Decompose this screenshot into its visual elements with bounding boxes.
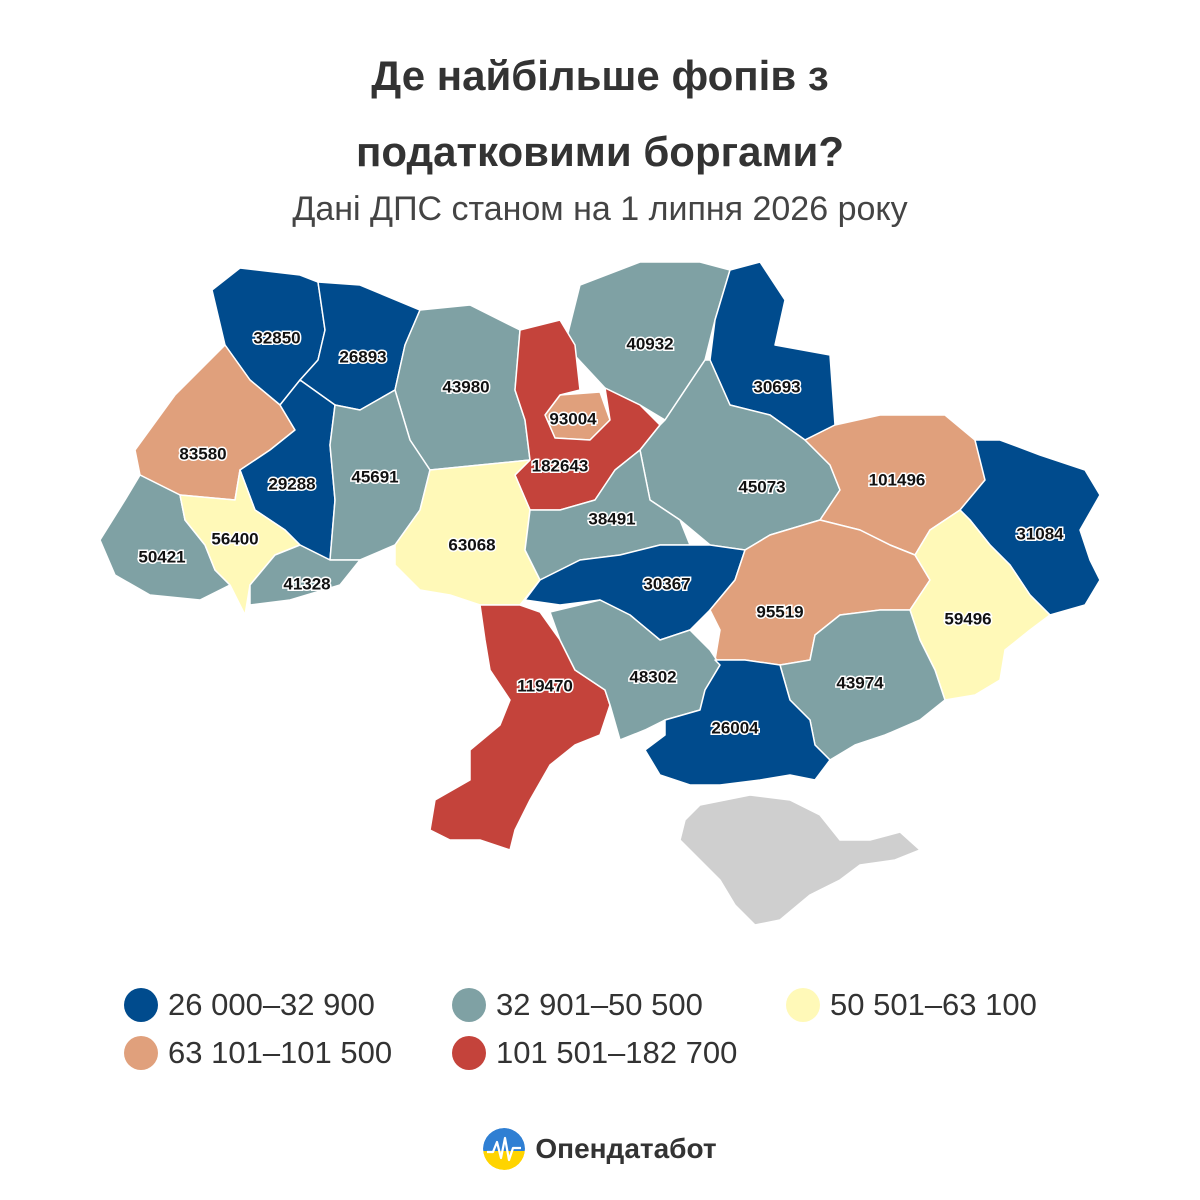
region-label-khmelnytskyi: 45691 [351, 467, 398, 486]
region-label-zaporizhzhia: 43974 [836, 673, 884, 692]
brand-footer: Опендатабот [0, 1128, 1200, 1170]
region-label-odesa: 119470 [517, 676, 573, 695]
chart-subtitle: Дані ДПС станом на 1 липня 2026 року [292, 190, 908, 228]
legend-item: 63 101–101 500 [124, 1035, 392, 1071]
region-chernivtsi [249, 544, 361, 606]
legend-label: 50 501–63 100 [830, 987, 1037, 1022]
region-label-luhansk: 31084 [1016, 524, 1064, 543]
region-kherson [644, 659, 831, 786]
region-label-zakarpattia: 50421 [138, 547, 185, 566]
legend-swatch [124, 988, 158, 1022]
legend-swatch [452, 988, 486, 1022]
region-label-chernivtsi: 41328 [283, 574, 330, 593]
region-label-kherson: 26004 [711, 718, 759, 737]
region-label-donetsk: 59496 [944, 609, 991, 628]
region-label-poltava: 45073 [738, 477, 785, 496]
brand-name: Опендатабот [535, 1133, 717, 1164]
chart-title-line-1: Де найбільше фопів з [371, 52, 829, 99]
legend-label: 63 101–101 500 [168, 1035, 393, 1070]
region-label-dnipropetrovsk: 95519 [756, 602, 803, 621]
region-label-chernihiv: 40932 [626, 334, 673, 353]
region-label-sumy: 30693 [753, 377, 800, 396]
region-label-kyiv-city: 93004 [549, 409, 597, 428]
region-label-zhytomyr: 43980 [442, 377, 489, 396]
opendatabot-logo-icon [483, 1128, 526, 1170]
legend-swatch [452, 1036, 486, 1070]
legend-item: 32 901–50 500 [452, 987, 703, 1023]
region-label-kirovohrad: 30367 [643, 574, 690, 593]
region-label-volyn: 32850 [253, 328, 300, 347]
region-label-ivano-frankivsk: 56400 [211, 529, 258, 548]
legend-swatch [124, 1036, 158, 1070]
legend-label: 32 901–50 500 [496, 987, 703, 1022]
chart-title-line-2: податковими боргами? [355, 128, 845, 175]
legend-swatch [786, 988, 820, 1022]
legend-item: 50 501–63 100 [786, 987, 1037, 1023]
legend-item: 101 501–182 700 [452, 1035, 737, 1071]
region-crimea [679, 794, 921, 926]
region-label-rivne: 26893 [339, 347, 386, 366]
legend-label: 26 000–32 900 [168, 987, 375, 1022]
region-label-lviv: 83580 [179, 444, 226, 463]
legend-label: 101 501–182 700 [496, 1035, 738, 1070]
region-label-kharkiv: 101496 [869, 470, 926, 489]
region-label-cherkasy: 38491 [588, 509, 635, 528]
region-label-kyiv-oblast: 182643 [532, 456, 589, 475]
region-label-vinnytsia: 63068 [448, 535, 495, 554]
region-label-ternopil: 29288 [268, 474, 315, 493]
region-label-mykolaiv: 48302 [629, 667, 676, 686]
legend-item: 26 000–32 900 [124, 987, 375, 1023]
